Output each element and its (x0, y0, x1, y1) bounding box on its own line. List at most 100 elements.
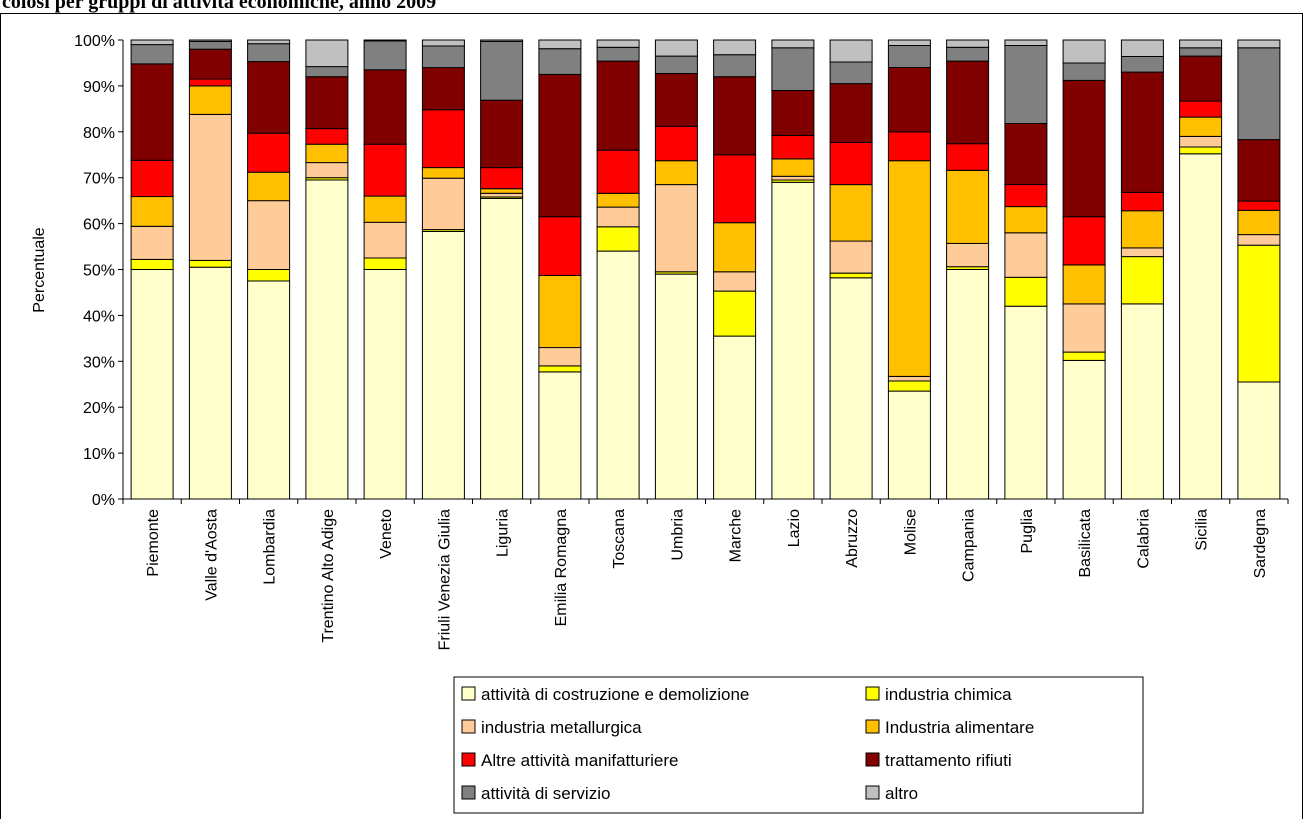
bar-segment (188, 78, 232, 87)
y-tick-label: 40% (83, 308, 115, 325)
x-tick-label: Valle d'Aosta (203, 509, 220, 601)
bar-segment (305, 143, 349, 164)
y-tick-label: 20% (83, 400, 115, 417)
bar-group-7 (538, 39, 582, 500)
legend-item: industria chimica (865, 685, 1012, 704)
bar-segment (596, 39, 640, 48)
bar-segment (771, 47, 815, 91)
x-tick-label: Calabria (1135, 509, 1152, 569)
bar-segment (421, 167, 465, 179)
bar-segment (1062, 62, 1106, 81)
legend: attività di costruzione e demolizione ind… (453, 676, 1144, 814)
x-tick-label: Liguria (495, 509, 512, 557)
bar-group-1 (188, 39, 232, 500)
bar-segment (1179, 153, 1223, 500)
bar-segment (771, 175, 815, 181)
bar-segment (188, 48, 232, 80)
bar-segment (363, 39, 407, 42)
bar-segment (421, 230, 465, 500)
x-tick-label: Sicilia (1194, 509, 1211, 551)
bar-segment (1179, 100, 1223, 118)
legend-swatch (461, 752, 476, 767)
bar-group-15 (1004, 39, 1048, 500)
bar-segment (1062, 303, 1106, 353)
bar-segment (538, 347, 582, 367)
bar-segment (829, 277, 873, 500)
bar-segment (1237, 209, 1281, 236)
bar-segment (247, 39, 291, 45)
legend-item: attività di servizio (461, 784, 610, 803)
x-tick-label: Emilia Romagna (553, 509, 570, 626)
bar-segment (713, 39, 757, 56)
bar-segment (363, 69, 407, 145)
bar-segment (480, 197, 524, 500)
bar-segment (421, 109, 465, 169)
bar-group-17 (1120, 39, 1164, 500)
y-axis-label: Percentuale (31, 227, 48, 312)
legend-item: Altre attività manifatturiere (461, 751, 678, 770)
bar-segment (887, 67, 931, 133)
bar-segment (421, 67, 465, 111)
bar-segment (596, 192, 640, 208)
bar-group-9 (654, 39, 698, 500)
legend-label: industria metallurgica (481, 718, 642, 737)
legend-swatch (865, 785, 880, 800)
x-tick-label: Trentino Alto Adige (320, 509, 337, 643)
bar-segment (654, 125, 698, 162)
bar-segment (1062, 216, 1106, 266)
bar-segment (596, 149, 640, 194)
bar-segment (1237, 39, 1281, 49)
x-tick-label: Veneto (378, 509, 395, 559)
x-tick-label: Toscana (611, 509, 628, 569)
bar-segment (421, 177, 465, 231)
bar-segment (654, 273, 698, 500)
bar-segment (654, 184, 698, 273)
bar-segment (1004, 206, 1048, 234)
bar-group-18 (1179, 39, 1223, 500)
bar-segment (946, 143, 990, 171)
legend-box (453, 676, 1144, 814)
bar-segment (305, 179, 349, 500)
bar-segment (538, 216, 582, 276)
bar-segment (946, 169, 990, 244)
bar-segment (946, 269, 990, 500)
bar-segment (188, 259, 232, 268)
bar-group-3 (305, 39, 349, 500)
legend-item: industria metallurgica (461, 718, 642, 737)
chart-title: colosi per gruppi di attività economiche… (2, 0, 437, 13)
legend-swatch (461, 785, 476, 800)
bar-segment (1004, 184, 1048, 208)
bar-segment (654, 55, 698, 74)
bar-segment (188, 113, 232, 261)
bar-group-2 (247, 39, 291, 500)
bar-segment (538, 39, 582, 50)
bar-segment (1062, 359, 1106, 500)
bar-segment (1120, 247, 1164, 258)
bar-segment (887, 390, 931, 500)
bar-segment (363, 195, 407, 223)
legend-label: attività di servizio (481, 784, 610, 803)
bar-segment (596, 60, 640, 151)
y-tick-label: 100% (74, 33, 115, 50)
legend-label: Industria alimentare (885, 718, 1034, 737)
bar-segment (1062, 351, 1106, 361)
bar-segment (247, 171, 291, 202)
bar-segment (596, 226, 640, 252)
legend-swatch (461, 719, 476, 734)
bar-segment (946, 242, 990, 268)
bar-segment (1179, 47, 1223, 57)
bar-segment (654, 160, 698, 186)
bar-segment (247, 200, 291, 271)
bar-segment (130, 258, 174, 270)
bar-segment (887, 39, 931, 46)
bar-segment (1120, 71, 1164, 193)
bar-segment (305, 128, 349, 145)
x-tick-label: Lazio (786, 509, 803, 547)
bar-segment (1237, 381, 1281, 500)
bar-segment (130, 159, 174, 198)
y-tick-label: 10% (83, 446, 115, 463)
y-tick-label: 60% (83, 217, 115, 234)
legend-label: industria chimica (885, 685, 1012, 704)
bar-segment (421, 39, 465, 47)
bar-segment (538, 365, 582, 373)
